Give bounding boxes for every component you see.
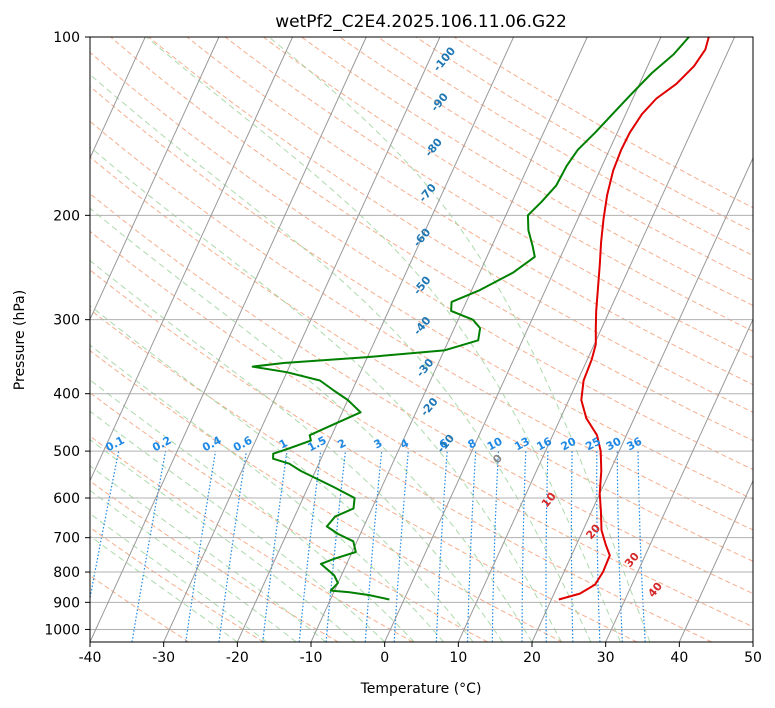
mixing-ratio-line xyxy=(325,451,347,642)
x-tick-label: -30 xyxy=(152,650,175,666)
x-tick-label: 50 xyxy=(744,650,762,666)
mixing-ratio-line xyxy=(545,451,549,642)
moist-adiabat-line xyxy=(90,513,268,642)
isotherm-line xyxy=(90,37,146,160)
moist-adiabat-line xyxy=(90,535,238,642)
isotherm-line xyxy=(236,37,515,642)
y-tick-label: 100 xyxy=(53,30,80,46)
y-axis-label: Pressure (hPa) xyxy=(12,290,28,390)
isotherm-line xyxy=(678,479,753,642)
mixing-ratio-line xyxy=(393,451,409,642)
y-tick-label: 800 xyxy=(53,565,80,581)
plot-area: 0.1 0.2 0.4 0.6 1 1.5 2 3 4 6 8 10 13 16 20 25 30 36-100-… xyxy=(90,37,753,642)
x-tick-label: -10 xyxy=(300,650,323,666)
dry-adiabat-line xyxy=(90,349,563,642)
x-tick-label: 20 xyxy=(523,650,541,666)
mixing-ratio-label: 30 xyxy=(604,435,624,454)
isotherm-line xyxy=(90,37,220,321)
x-tick-label: -20 xyxy=(226,650,249,666)
moist-adiabat-line xyxy=(90,439,356,642)
mixing-ratio-line xyxy=(616,451,623,642)
moist-adiabat-line xyxy=(268,37,651,642)
y-tick-label: 300 xyxy=(53,313,80,329)
mixing-ratio-line xyxy=(570,451,574,642)
dewpoint-profile-line xyxy=(251,37,690,601)
x-tick-label: 0 xyxy=(380,650,389,666)
plot-frame xyxy=(89,36,754,643)
mixing-ratio-label: 16 xyxy=(534,435,554,454)
dry-adiabat-line xyxy=(90,392,488,642)
x-tick-label: -40 xyxy=(79,650,102,666)
temperature-profile-line xyxy=(558,37,710,601)
moist-adiabat-line xyxy=(90,410,386,642)
mixing-ratio-line xyxy=(298,451,322,642)
mixing-ratio-line xyxy=(596,451,601,642)
isotherm-line xyxy=(605,318,753,642)
moist-adiabat-line xyxy=(90,305,474,642)
dry-adiabat-line xyxy=(224,37,753,359)
dry-adiabat-line xyxy=(90,85,753,500)
moist-adiabat-line xyxy=(146,37,621,642)
isotherm-line xyxy=(90,37,294,482)
x-tick-label: 10 xyxy=(449,650,467,666)
isotherm-line xyxy=(163,37,441,642)
dry-adiabat-line xyxy=(186,37,753,386)
isotherm-line xyxy=(531,156,753,642)
mixing-ratio-line xyxy=(435,451,448,642)
mixing-ratio-label: 10 xyxy=(485,435,505,454)
mixing-ratio-label: 20 xyxy=(559,435,579,454)
y-tick-label: 200 xyxy=(53,208,80,224)
moist-adiabat-line xyxy=(90,207,533,642)
dry-adiabat-line xyxy=(90,574,190,642)
moist-adiabat-line xyxy=(90,146,562,642)
mixing-ratio-label: 25 xyxy=(583,435,603,454)
dry-adiabat-line xyxy=(90,230,753,628)
moist-adiabat-line xyxy=(90,73,592,642)
moist-adiabat-line xyxy=(90,259,503,642)
y-tick-label: 700 xyxy=(53,531,80,547)
mixing-ratio-line xyxy=(466,451,477,642)
x-tick-label: 30 xyxy=(597,650,615,666)
dry-adiabat-line xyxy=(90,120,753,531)
dry-adiabat-line xyxy=(148,37,753,413)
y-tick-label: 900 xyxy=(53,595,80,611)
dry-adiabat-line xyxy=(90,269,712,642)
dry-adiabat-line xyxy=(110,37,753,442)
isotherm-line xyxy=(384,37,662,642)
mixing-ratio-label: 36 xyxy=(625,435,645,454)
chart-title: wetPf2_C2E4.2025.106.11.06.G22 xyxy=(275,12,567,32)
y-tick-label: 500 xyxy=(53,444,80,460)
mixing-ratio-line xyxy=(521,451,527,642)
x-tick-label: 40 xyxy=(670,650,688,666)
isotherm-line xyxy=(90,37,367,642)
mixing-ratio-line xyxy=(364,451,383,642)
y-tick-label: 1000 xyxy=(44,622,80,638)
x-axis-label: Temperature (°C) xyxy=(360,681,482,697)
isotherm-line xyxy=(310,37,588,642)
y-tick-label: 400 xyxy=(53,387,80,403)
mixing-ratio-label: 13 xyxy=(512,435,532,454)
y-tick-label: 600 xyxy=(53,491,80,507)
